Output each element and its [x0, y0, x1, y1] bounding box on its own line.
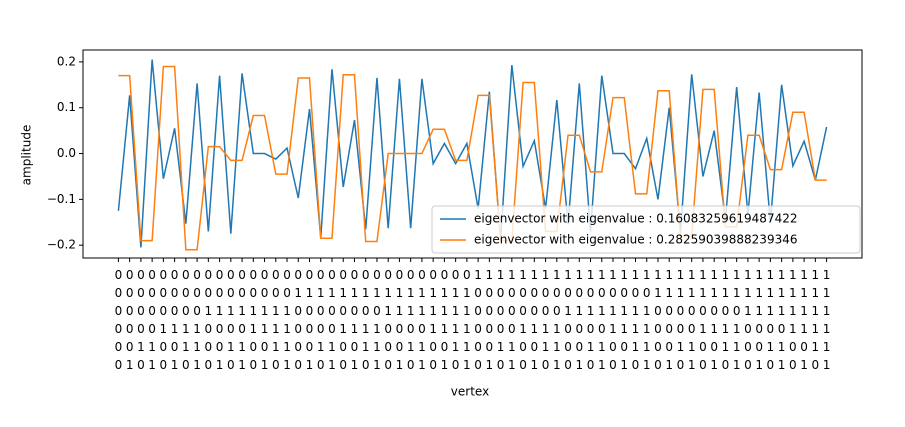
x-tick-label: 110101	[707, 268, 721, 376]
x-tick-label: 010100	[336, 268, 350, 376]
x-tick-label: 110001	[662, 268, 676, 376]
legend-box	[431, 205, 861, 254]
x-tick-label: 100111	[550, 268, 564, 376]
x-tick-label: 101100	[606, 268, 620, 376]
y-tick-label: −0.1	[47, 192, 76, 206]
series-line	[117, 59, 828, 248]
x-tick-label: 110111	[730, 268, 744, 376]
x-tick-label: 000100	[156, 268, 170, 376]
legend: eigenvector with eigenvalue : 0.16083259…	[431, 205, 861, 254]
legend-label: eigenvector with eigenvalue : 0.28259039…	[474, 233, 797, 247]
x-tick-label: 011111	[460, 268, 474, 376]
x-tick-label: 101011	[595, 268, 609, 376]
x-tick-label: 011011	[415, 268, 429, 376]
x-tick-label: 010010	[314, 268, 328, 376]
x-tick-label: 000010	[134, 268, 148, 376]
x-tick-label: 111110	[808, 268, 822, 376]
x-tick-label: 101101	[617, 268, 631, 376]
x-tick-label: 110011	[685, 268, 699, 376]
y-tick-label: −0.2	[47, 238, 76, 252]
x-tick-label: 101000	[561, 268, 575, 376]
x-tick-label: 110110	[718, 268, 732, 376]
x-tick-label: 100000	[471, 268, 485, 376]
legend-label: eigenvector with eigenvalue : 0.16083259…	[474, 212, 797, 226]
x-tick-label: 101010	[584, 268, 598, 376]
x-tick-label: 000111	[190, 268, 204, 376]
x-tick-label: 011010	[404, 268, 418, 376]
x-tick-label: 100100	[516, 268, 530, 376]
x-tick-label: 111001	[752, 268, 766, 376]
x-tick-label: 100110	[539, 268, 553, 376]
x-tick-label: 000000	[111, 268, 125, 376]
x-tick-label: 111000	[741, 268, 755, 376]
x-tick-label: 101001	[572, 268, 586, 376]
x-tick-label: 100101	[527, 268, 541, 376]
x-tick-label: 100001	[482, 268, 496, 376]
x-tick-label: 100010	[494, 268, 508, 376]
x-tick-label: 101111	[640, 268, 654, 376]
y-tick-label: 0.0	[57, 146, 76, 160]
x-tick-label: 001000	[201, 268, 215, 376]
x-tick-label: 100011	[505, 268, 519, 376]
plot-frame	[82, 49, 863, 259]
x-tick-label: 010101	[347, 268, 361, 376]
x-tick-label: 000001	[123, 268, 137, 376]
y-tick-label: 0.2	[57, 54, 76, 68]
x-tick-label: 001111	[280, 268, 294, 376]
x-tick-label: 001101	[258, 268, 272, 376]
series-line	[118, 65, 827, 251]
x-tick-label: 110010	[673, 268, 687, 376]
x-tick-label: 010110	[359, 268, 373, 376]
x-tick-label: 111011	[775, 268, 789, 376]
x-tick-label: 111100	[786, 268, 800, 376]
x-tick-label: 011110	[449, 268, 463, 376]
x-tick-label: 000110	[179, 268, 193, 376]
x-tick-label: 011001	[392, 268, 406, 376]
x-tick-label: 011101	[437, 268, 451, 376]
x-tick-label: 001100	[246, 268, 260, 376]
x-tick-label: 001010	[224, 268, 238, 376]
x-tick-label: 011000	[381, 268, 395, 376]
x-tick-label: 001110	[269, 268, 283, 376]
x-tick-label: 111111	[820, 268, 834, 376]
x-tick-label: 010001	[303, 268, 317, 376]
x-tick-label: 111101	[797, 268, 811, 376]
x-tick-label: 110100	[696, 268, 710, 376]
y-axis-label: amplitude	[20, 125, 34, 186]
x-tick-label: 010111	[370, 268, 384, 376]
x-tick-label: 010000	[291, 268, 305, 376]
x-tick-label: 110000	[651, 268, 665, 376]
x-tick-label: 111010	[763, 268, 777, 376]
x-axis-label: vertex	[451, 385, 489, 399]
x-tick-label: 001011	[235, 268, 249, 376]
x-tick-label: 101110	[628, 268, 642, 376]
x-tick-label: 011100	[426, 268, 440, 376]
x-tick-label: 010011	[325, 268, 339, 376]
x-tick-label: 000101	[168, 268, 182, 376]
x-tick-label: 000011	[145, 268, 159, 376]
x-tick-label: 001001	[213, 268, 227, 376]
y-tick-label: 0.1	[57, 100, 76, 114]
